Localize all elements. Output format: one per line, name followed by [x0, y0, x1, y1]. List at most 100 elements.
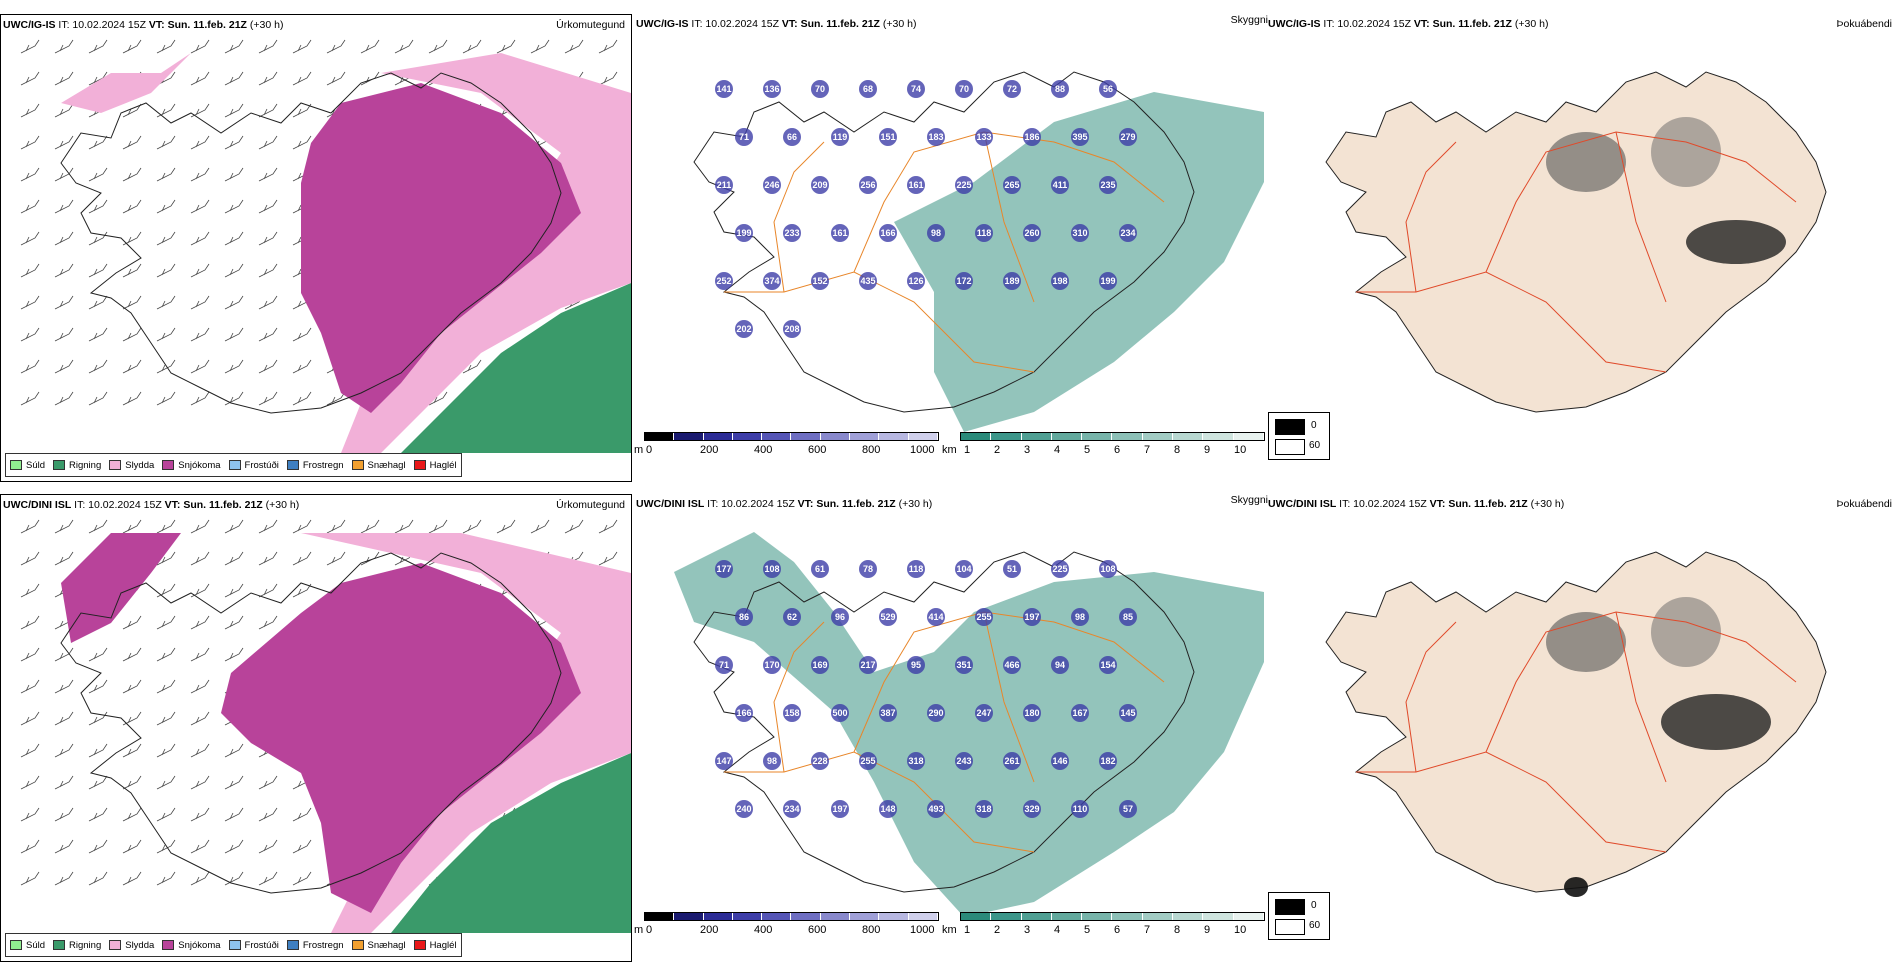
colorbar-tick: 800 — [862, 924, 881, 936]
low-cloud-patch — [1003, 752, 1021, 770]
legend-label: Slydda — [125, 459, 155, 471]
cloud-base-label: 151 — [880, 132, 895, 142]
cloud-base-label: 57 — [1123, 804, 1133, 814]
cloud-base-label: 152 — [812, 276, 827, 286]
low-cloud-patch — [831, 224, 849, 242]
cloud-base-label: 310 — [1072, 228, 1087, 238]
cloud-base-label: 255 — [976, 612, 991, 622]
cloud-base-label: 234 — [1120, 228, 1135, 238]
colorbar-tick: 8 — [1174, 924, 1181, 936]
fog-legend: 0 60 — [1268, 412, 1330, 460]
low-cloud-patch — [1071, 128, 1089, 146]
low-cloud-patch — [1051, 272, 1069, 290]
legend-label: Frostúði — [244, 939, 279, 951]
cloud-base-label: 172 — [956, 276, 971, 286]
cloud-base-label: 108 — [1100, 564, 1115, 574]
visibility-colorbar: km 1 2 3 4 5 6 7 8 9 10 — [942, 912, 1267, 942]
fog-legend: 0 60 — [1268, 892, 1330, 940]
cloud-base-label: 169 — [812, 660, 827, 670]
colorbar-unit: m — [634, 924, 644, 936]
fog-dark-area — [1564, 877, 1588, 897]
cloud-base-label: 136 — [764, 84, 779, 94]
cloud-base-label: 126 — [908, 276, 923, 286]
low-cloud-patch — [811, 752, 829, 770]
colorbar-tick: 0 — [646, 924, 653, 936]
cloud-base-label: 147 — [716, 756, 731, 766]
low-cloud-patch — [955, 272, 973, 290]
low-cloud-patch — [783, 608, 801, 626]
precip-panel-row1: UWC/IG-IS IT: 10.02.2024 15Z VT: Sun. 11… — [0, 14, 632, 482]
cloud-base-label: 279 — [1120, 132, 1135, 142]
low-cloud-patch — [975, 128, 993, 146]
cloud-base-label: 414 — [928, 612, 943, 622]
low-cloud-patch — [1051, 80, 1069, 98]
low-cloud-patch — [1119, 128, 1137, 146]
cloud-base-label: 387 — [880, 708, 895, 718]
precip-map — [20, 39, 631, 453]
cloud-base-label: 186 — [1024, 132, 1039, 142]
fog-indicator-map — [1325, 551, 1827, 897]
low-cloud-patch — [735, 320, 753, 338]
low-cloud-patch — [859, 656, 877, 674]
low-cloud-patch — [975, 608, 993, 626]
low-cloud-patch — [1119, 800, 1137, 818]
low-cloud-patch — [1003, 272, 1021, 290]
low-cloud-patch — [927, 704, 945, 722]
low-cloud-patch — [763, 560, 781, 578]
cloud-base-label: 170 — [764, 660, 779, 670]
cloud-base-label: 202 — [736, 324, 751, 334]
low-cloud-patch — [975, 224, 993, 242]
colorbar-tick: 5 — [1084, 444, 1091, 456]
product-name: Skyggni — [1230, 494, 1268, 506]
cloud-base-label: 108 — [764, 564, 779, 574]
low-cloud-patch — [763, 176, 781, 194]
legend-label: Snæhagl — [367, 459, 406, 471]
colorbar-unit: m — [634, 444, 644, 456]
low-cloud-patch — [763, 272, 781, 290]
cloud-base-label: 234 — [784, 804, 799, 814]
low-cloud-patch — [1003, 176, 1021, 194]
colorbar-unit: km — [942, 924, 957, 936]
low-cloud-patch — [859, 752, 877, 770]
low-cloud-patch — [1023, 704, 1041, 722]
cloud-base-label: 86 — [739, 612, 749, 622]
low-cloud-patch — [1051, 176, 1069, 194]
cloud-base-label: 71 — [739, 132, 749, 142]
cloud-base-label: 247 — [976, 708, 991, 718]
colorbar-tick: 9 — [1204, 924, 1211, 936]
panel-title: UWC/DINI ISL IT: 10.02.2024 15Z VT: Sun.… — [1268, 498, 1565, 510]
low-cloud-patch — [1119, 704, 1137, 722]
legend-swatch-black — [1275, 899, 1305, 915]
product-name: Skyggni — [1230, 14, 1268, 26]
colorbar-tick: 2 — [994, 444, 1001, 456]
low-cloud-patch — [955, 560, 973, 578]
low-cloud-patch — [831, 128, 849, 146]
legend-swatch — [351, 940, 364, 950]
low-cloud-patch — [879, 704, 897, 722]
height-colorbar: m 0 200 400 600 800 1000 — [634, 432, 939, 462]
low-cloud-patch — [783, 704, 801, 722]
colorbar-tick: 3 — [1024, 444, 1031, 456]
low-cloud-patch — [1071, 608, 1089, 626]
panel-title: UWC/IG-IS IT: 10.02.2024 15Z VT: Sun. 11… — [3, 19, 284, 31]
colorbar-tick: 400 — [754, 444, 773, 456]
low-cloud-patch — [831, 800, 849, 818]
low-cloud-patch — [879, 128, 897, 146]
legend-label: 0 — [1311, 900, 1317, 911]
low-cloud-patch — [763, 752, 781, 770]
low-cloud-patch — [1003, 560, 1021, 578]
cloud-base-label: 255 — [860, 756, 875, 766]
low-cloud-patch — [859, 560, 877, 578]
cloud-base-label: 217 — [860, 660, 875, 670]
low-cloud-patch — [927, 224, 945, 242]
fog-indicator-map — [1325, 71, 1827, 413]
low-cloud-patch — [811, 176, 829, 194]
cloud-base-label: 199 — [1100, 276, 1115, 286]
low-cloud-patch — [735, 224, 753, 242]
visibility-colorbar-strip — [960, 912, 1265, 921]
low-cloud-patch — [1003, 80, 1021, 98]
fog-dark-area — [1661, 694, 1771, 750]
low-cloud-patch — [955, 176, 973, 194]
cloud-base-label: 329 — [1024, 804, 1039, 814]
snow-nw — [61, 533, 181, 643]
